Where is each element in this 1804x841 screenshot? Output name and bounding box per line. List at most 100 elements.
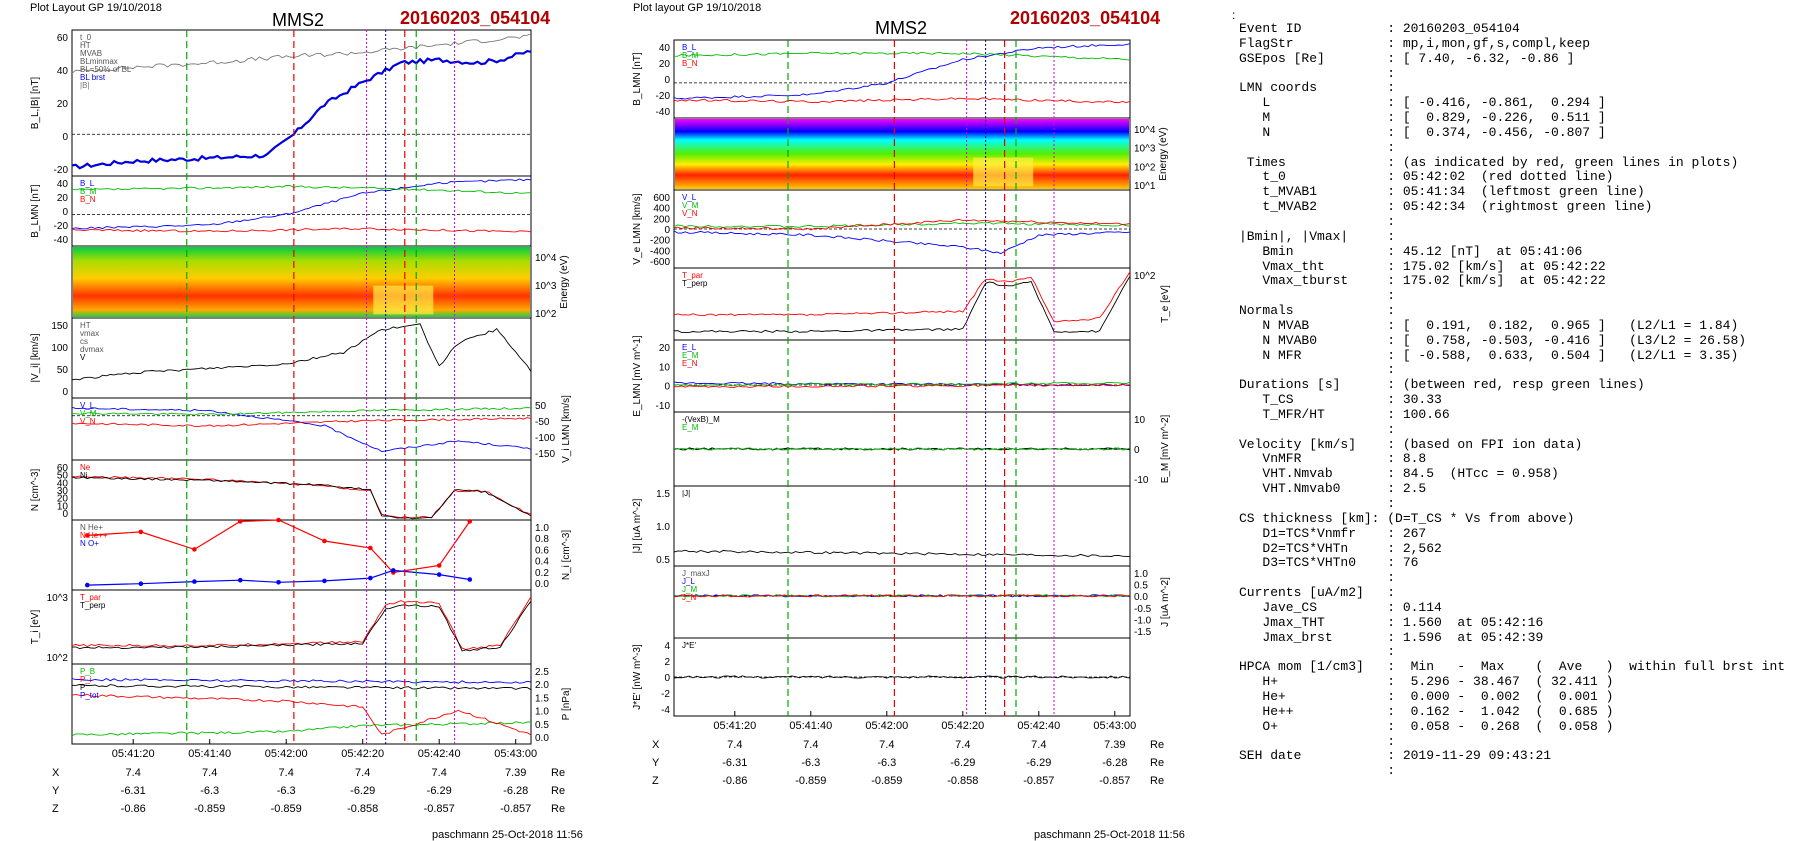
time-tick-label: 05:41:40 [188,748,231,760]
y-tick-label: 40 [57,478,69,489]
legend-entry: B_N [682,59,698,68]
y-tick-label: 40 [659,43,671,54]
y-tick-label: 40 [57,66,69,77]
y-tick-label: 0.0 [1134,592,1148,603]
position-unit: Re [551,785,565,797]
y-tick-label: 0.5 [1134,581,1148,592]
legend-entry: MVAB [80,49,102,58]
y-tick-label: -40 [54,235,69,246]
panel-frame [673,565,1131,639]
y-tick-label: 2.0 [535,680,549,691]
middle-footer: paschmann 25-Oct-2018 11:56 [1034,829,1185,841]
event-info-text: Event ID : 20160203_054104 FlagStr : mp,… [1239,21,1786,779]
position-value: 7.4 [279,767,294,779]
series-line [673,97,1131,104]
series-point [138,529,144,535]
middle-figure-header: Plot layout GP 19/10/2018 [633,2,762,14]
y-tick-label: 10^2 [47,653,69,664]
spectrogram-tick-label: 10^3 [1134,144,1156,155]
legend-entry: B_M [682,51,699,60]
y-tick-label: 4 [664,641,670,652]
panel-frame [673,339,1131,413]
y-axis-label: B_LMN [nT] [632,52,643,106]
position-value: 7.39 [1104,739,1125,751]
position-value: -0.857 [424,803,455,815]
middle-event-code: 20160203_054104 [1010,8,1161,28]
y-tick-label: -400 [650,246,670,257]
y-tick-label: 0 [664,225,670,236]
time-tick-label: 05:42:40 [418,748,461,760]
position-value: -0.858 [947,775,978,787]
position-value: 7.39 [505,767,526,779]
position-value: -0.858 [347,803,378,815]
y-tick-label: 0 [664,673,670,684]
energy-spectrogram [675,119,1129,189]
y-tick-label: 0.5 [656,555,670,566]
position-value: -6.31 [121,785,146,797]
spectrogram-tick-label: 10^3 [535,281,557,292]
y-tick-label: 10^3 [47,593,69,604]
legend-entry: B_M [80,187,97,196]
y-tick-label: 1.0 [1134,569,1148,580]
legend-entry: P [80,683,85,692]
position-value: -6.3 [200,785,219,797]
spectrogram-tick-label: 10^4 [535,253,557,264]
position-value: -0.86 [722,775,747,787]
position-value: -6.29 [350,785,375,797]
y-tick-label: 200 [653,214,670,225]
legend-entry: HT [80,321,91,330]
y-tick-label: 1.5 [656,489,670,500]
series-point [368,575,373,581]
y-tick-label: 0.0 [535,579,549,590]
position-value: -6.3 [877,757,896,769]
y-tick-label: -600 [650,257,670,268]
y-tick-label: 0 [62,509,68,520]
series-line [673,218,1131,231]
legend-entry: J_N [682,593,696,602]
series-point [436,572,442,577]
series-line [673,230,1131,255]
series-point [276,517,281,523]
left-event-code: 20160203_054104 [400,8,551,28]
legend-entry: N He+ [80,523,103,532]
series-point [192,547,197,552]
y-tick-label: 0.4 [535,557,549,568]
y-tick-label: 0 [62,387,68,398]
y-axis-label: B_L,|B| [nT] [30,77,41,130]
legend-entry: HT [80,41,91,50]
y-tick-label: 20 [57,193,69,204]
legend-entry: V_N [80,417,96,426]
y-tick-label: -150 [535,449,555,460]
position-row-label: X [652,739,660,751]
y-tick-label: 1.0 [535,707,549,718]
y-axis-label: P [nPa] [561,687,572,720]
series-point [467,577,473,582]
y-tick-label: 0.0 [535,733,549,744]
y-axis-label: E_LMN [mV m^-1] [632,335,643,417]
panel-frame [673,39,1131,119]
panel-frame [71,663,532,745]
y-tick-label: -0.5 [1134,604,1152,615]
series-line [71,693,532,736]
spectrogram-feature [973,157,1034,187]
position-unit: Re [551,803,565,815]
position-value: -6.28 [503,785,528,797]
series-line [673,594,1131,598]
y-tick-label: -1.5 [1134,627,1152,638]
y-axis-label: V_e LMN [km/s] [632,193,643,264]
spectrogram-tick-label: 10^4 [1134,125,1156,136]
legend-entry: T_perp [80,601,106,610]
series-line [673,275,1131,333]
y-tick-label: 2 [664,657,670,668]
time-tick-label: 05:43:00 [1093,720,1136,732]
y-tick-label: 1.0 [656,522,670,533]
legend-entry: E_M [682,351,699,360]
legend-entry: BLminmax [80,57,118,66]
spectrogram-ylabel: Energy (eV) [559,255,570,308]
legend-entry: Ni [80,471,88,480]
position-unit: Re [1150,775,1164,787]
info-top-colon: : [1232,8,1236,22]
position-value: -0.857 [1099,775,1130,787]
panel-frame [71,397,532,461]
